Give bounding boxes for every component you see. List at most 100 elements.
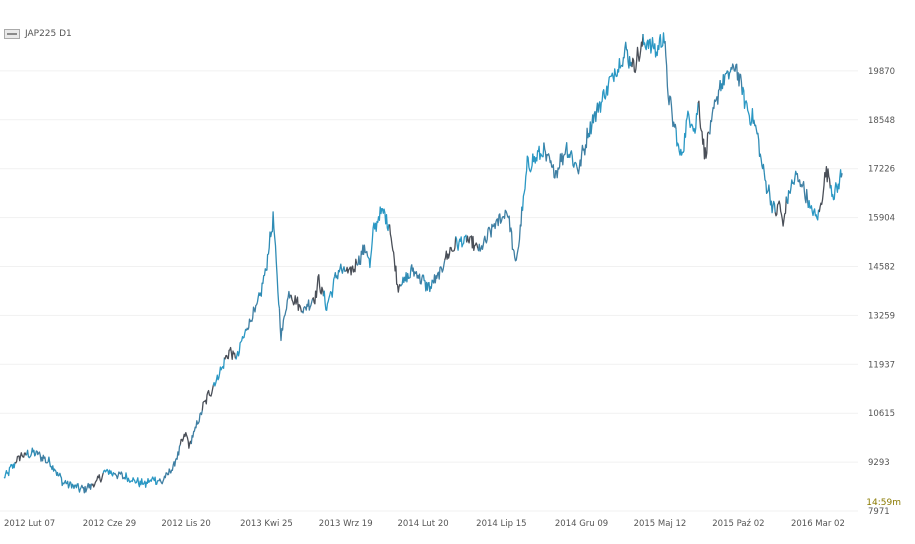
price-line-segment [113,471,126,480]
x-tick-label: 2015 Maj 12 [634,519,687,529]
y-tick-label: 13259 [868,311,895,321]
x-tick-label: 2014 Gru 09 [555,519,608,529]
price-line-segment [58,472,71,489]
price-line-segment [521,153,534,212]
x-tick-label: 2013 Kwi 25 [240,519,293,529]
price-line-segment [356,244,369,266]
price-line-segment [322,276,336,311]
price-line-segment [587,102,600,139]
grid-lines [0,70,858,512]
x-axis-ticks: 2012 Lut 07 2012 Cze 29 2012 Lis 20 2013 Kw… [4,519,845,529]
price-line-segment [345,258,358,276]
price-line-segment [719,66,732,92]
price-line-segment [433,260,446,284]
price-line-segment [730,63,743,95]
price-line-segment [686,103,699,134]
price-line-segment [102,468,115,477]
price-line-segment [565,142,578,168]
x-tick-label: 2014 Lip 15 [476,519,526,529]
price-line-segment [47,456,60,477]
price-line-segment [763,172,776,214]
price-line-segment [14,452,27,464]
price-line-segment [620,41,633,69]
y-tick-label: 19870 [868,67,895,77]
y-tick-label: 9293 [868,458,890,468]
price-line-segment [741,86,754,126]
y-tick-label: 14582 [868,262,895,272]
candle-timer: 14:59m [866,498,901,508]
price-line-segment [157,468,170,485]
y-tick-label: 18548 [868,116,895,126]
y-axis-ticks: 7971 9293 10615 11937 13259 14582 15904 17226 18… [868,67,895,517]
y-tick-label: 11937 [868,360,895,370]
price-line-segment [388,224,402,293]
price-line-segment [400,264,413,287]
price-line-segment [25,447,38,459]
price-line-segment [444,236,457,261]
price-line-segment [201,385,214,411]
x-tick-label: 2012 Cze 29 [83,519,136,529]
price-line-segment [543,142,556,179]
price-line-segment [411,264,424,285]
price-line-segment [466,235,479,252]
chart-legend: JAP225 D1 [4,29,72,39]
y-tick-label: 10615 [868,409,895,419]
price-line-segment [311,274,325,305]
price-line-segment [576,127,589,175]
price-line-segment [124,472,137,484]
x-tick-label: 2013 Wrz 19 [319,519,373,529]
price-line-segment [69,481,82,493]
price-line-segment [631,34,644,74]
price-line-segment [80,482,93,494]
price-line-segment [422,274,435,293]
price-line-segment [235,328,247,360]
price-line-segment [256,253,269,303]
price-line-segment [664,41,677,130]
price-line-segment [840,173,843,178]
price-line-segment [223,346,237,360]
price-line-segment [290,294,303,313]
price-line-segment [367,216,380,269]
price-line-segment [488,213,501,238]
y-tick-label: 7971 [868,507,890,517]
x-tick-label: 2015 Paź 02 [712,519,764,529]
price-line-segment [135,477,148,488]
price-line-segment [179,431,192,449]
price-line-segment [301,298,314,314]
legend-label: JAP225 D1 [25,29,72,39]
price-line-segment [675,117,688,156]
price-line-segment [598,75,611,113]
price-line-segment [796,173,809,208]
price-line-segment [642,34,655,54]
price-line-segment [785,170,798,205]
price-line-segment [829,169,842,201]
price-line-segment [532,142,545,164]
price-line-segment [168,444,181,474]
price-line-segment [91,472,104,488]
price-line-segment [774,196,787,227]
x-tick-label: 2012 Lis 20 [161,519,210,529]
price-line-segment [278,290,292,342]
price-line-segment [554,148,567,179]
x-tick-label: 2012 Lut 07 [4,519,55,529]
price-line-segment [190,410,203,445]
price-line-segment [477,226,490,252]
price-line-segment [653,32,666,58]
y-tick-label: 15904 [868,214,895,224]
x-tick-label: 2016 Mar 02 [791,519,845,529]
price-line-segment [697,100,710,160]
price-line-segment [377,206,390,232]
price-line-segment [212,357,226,387]
price-line-segment [36,450,49,464]
price-line-segment [752,119,765,173]
price-line-segment [510,206,523,262]
price-line-segment [455,234,468,251]
price-line-segment [146,476,159,486]
price-line-segment [818,165,831,213]
y-tick-label: 17226 [868,165,895,175]
price-line-segment [708,80,721,135]
price-line-segment [333,263,346,280]
price-line-segment [3,462,16,479]
price-line-segment [245,302,259,331]
